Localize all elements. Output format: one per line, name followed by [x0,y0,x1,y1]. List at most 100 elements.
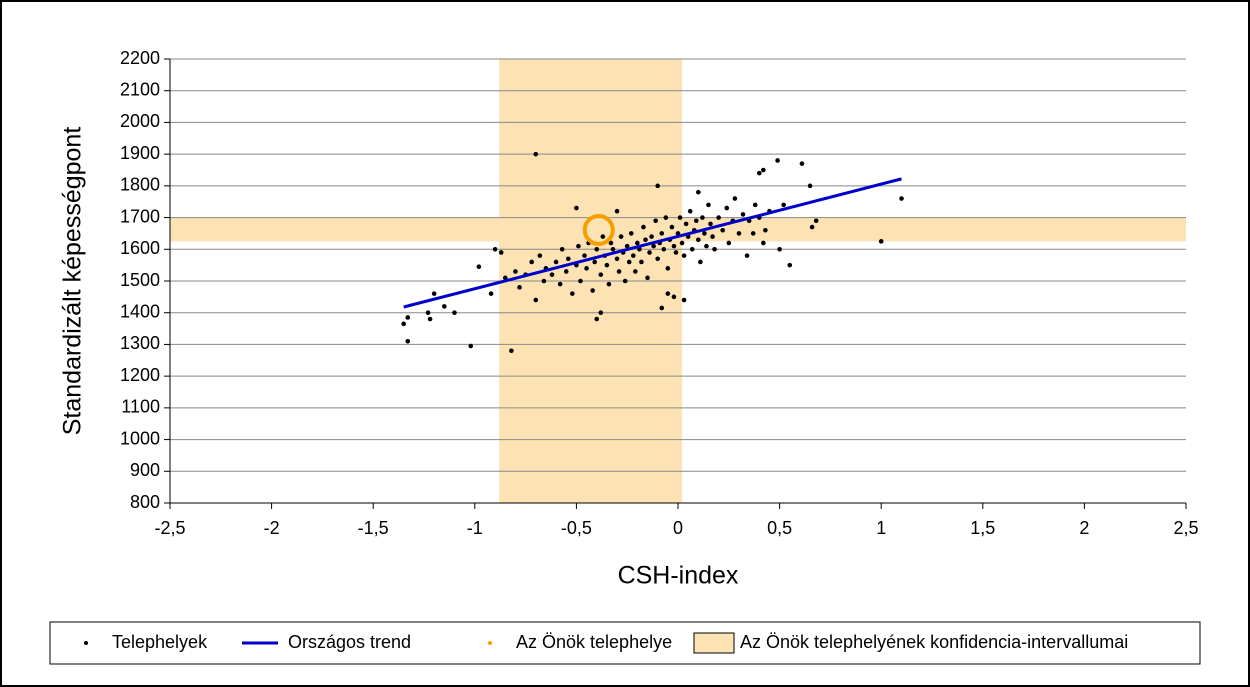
own-site-marker [582,213,615,246]
point [720,227,726,233]
y-tick-label: 2100 [120,79,160,99]
point [576,243,581,249]
point [704,243,709,249]
legend-dot [84,641,88,645]
point [752,202,758,208]
point [582,253,587,258]
point [633,269,638,274]
point [736,231,742,236]
point [565,256,571,262]
point [405,338,411,344]
point [488,291,494,296]
x-tick-label: 2 [1079,518,1089,538]
point [878,239,884,244]
point [696,189,701,195]
y-tick-label: 1300 [120,333,160,353]
point [425,310,431,316]
x-tick-label: 0,5 [767,518,792,538]
point [647,250,652,255]
y-tick-label: 1200 [120,365,160,385]
point [651,243,656,249]
point [649,234,654,239]
point [708,221,713,227]
point [608,240,614,246]
point [614,208,620,214]
y-tick-label: 1500 [120,270,160,290]
point [498,250,504,255]
point [639,259,644,265]
point [669,224,675,230]
point [683,221,689,227]
point [533,151,539,157]
x-axis-label: CSH-index [618,562,739,590]
point [809,224,815,230]
point [594,316,600,322]
x-tick-label: -2,5 [154,518,185,538]
point [653,218,658,224]
point [899,196,904,201]
point [442,304,447,309]
point [756,170,762,176]
point [618,234,624,239]
point [763,227,768,233]
x-tick-label: -1,5 [358,518,389,538]
legend-label: Telephelyek [112,632,208,652]
point [594,246,600,252]
point [726,240,732,246]
point [645,275,650,281]
point [513,269,518,274]
point [590,288,595,293]
point [563,269,569,274]
point [655,183,660,189]
x-tick-label: -2 [264,518,280,538]
point [761,167,766,173]
point [761,240,766,246]
point [529,259,534,265]
legend-swatch [693,632,735,654]
point [630,253,636,258]
x-tick-label: 0 [673,518,683,538]
point [687,208,693,214]
point [614,256,620,262]
point [643,237,648,243]
point [671,243,677,249]
point [696,237,701,243]
point [712,246,717,252]
point [641,224,646,230]
point [693,218,699,224]
y-tick-label: 1900 [120,143,160,163]
point [710,234,715,239]
point [700,215,705,220]
point [663,215,669,220]
point [807,183,813,189]
point [592,259,597,265]
point [740,212,746,217]
point [799,161,805,166]
legend [49,621,1201,665]
point [659,231,665,236]
point [655,256,660,262]
point [517,285,522,290]
trend-line [403,177,902,309]
point [574,205,579,211]
point [665,291,671,296]
x-tick-label: 1,5 [970,518,995,538]
y-tick-label: 1600 [120,238,160,258]
point [405,315,411,320]
point [502,275,508,281]
point [679,240,685,246]
point [584,266,589,271]
point [777,246,782,252]
point [787,262,793,268]
point [628,231,634,236]
point [624,243,630,249]
legend-label: Az Önök telephelyének konfidencia-interv… [740,632,1128,652]
point [616,269,622,274]
point [509,348,514,354]
point [492,246,498,252]
y-tick-label: 1800 [120,175,160,195]
x-tick-label: -1 [467,518,483,538]
point [681,297,687,303]
point [452,310,457,316]
